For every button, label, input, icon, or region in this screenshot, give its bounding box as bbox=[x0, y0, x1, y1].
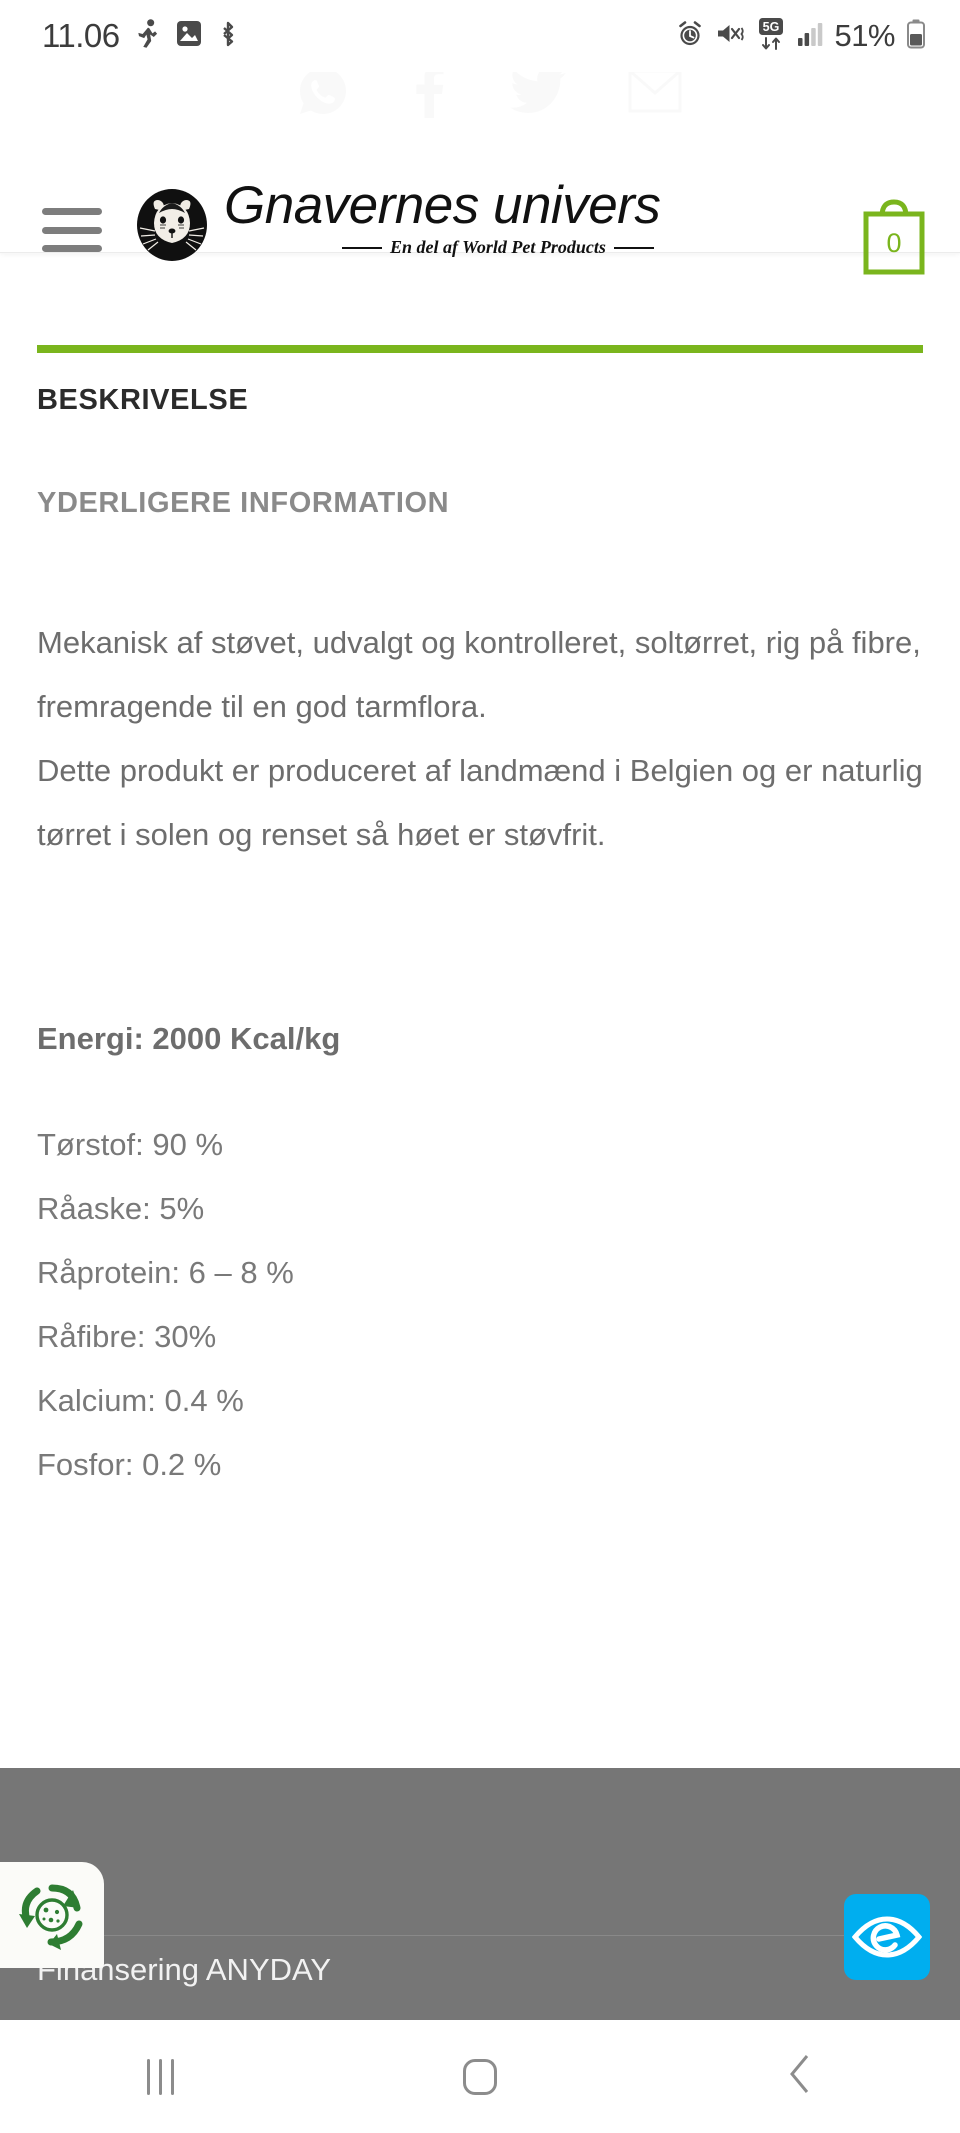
brand-title: Gnavernes univers bbox=[224, 176, 661, 235]
battery-percent-label: 51% bbox=[834, 18, 895, 53]
site-header: Gnavernes univers En del af World Pet Pr… bbox=[0, 65, 960, 275]
nutrition-row-raaske: Råaske: 5% bbox=[37, 1191, 205, 1226]
cart-count-badge: 0 bbox=[886, 227, 902, 258]
tab-accent-bar bbox=[37, 345, 923, 353]
product-description: Mekanisk af støvet, udvalgt og kontrolle… bbox=[37, 611, 923, 867]
svg-text:5G: 5G bbox=[763, 20, 780, 34]
tab-list: BESKRIVELSE YDERLIGERE INFORMATION bbox=[37, 384, 923, 520]
nutrition-row-raaprotein: Råprotein: 6 – 8 % bbox=[37, 1255, 294, 1290]
nutrition-row-kalcium: Kalcium: 0.4 % bbox=[37, 1383, 244, 1418]
hamburger-bar bbox=[42, 208, 102, 215]
recents-bar bbox=[158, 2058, 162, 2095]
twitter-icon[interactable] bbox=[510, 67, 566, 120]
android-navigation-bar bbox=[0, 2020, 960, 2133]
facebook-icon[interactable] bbox=[412, 64, 448, 123]
signal-bars-icon bbox=[797, 21, 823, 52]
recents-icon bbox=[146, 2058, 174, 2095]
rodent-mascot-icon bbox=[133, 187, 211, 265]
nutrition-row-torstof: Tørstof: 90 % bbox=[37, 1127, 224, 1162]
sound-mute-vibrate-icon bbox=[715, 21, 745, 52]
social-icons-row bbox=[296, 64, 682, 123]
bluetooth-audio-icon bbox=[217, 20, 239, 53]
nav-back-button[interactable] bbox=[740, 2020, 860, 2133]
nutrition-row-raafibre: Råfibre: 30% bbox=[37, 1319, 217, 1354]
battery-icon bbox=[906, 19, 926, 54]
subtitle-rule-left bbox=[342, 246, 382, 249]
alarm-clock-icon bbox=[676, 20, 704, 53]
emaerket-trust-badge[interactable] bbox=[844, 1894, 930, 1980]
activity-running-icon bbox=[135, 18, 161, 54]
subtitle-rule-right bbox=[613, 246, 654, 249]
5g-data-icon: 5G bbox=[756, 17, 786, 56]
site-logo[interactable]: Gnavernes univers En del af World Pet Pr… bbox=[133, 176, 661, 265]
emaerket-trust-icon bbox=[852, 1916, 922, 1958]
nutrition-row-fosfor: Fosfor: 0.2 % bbox=[37, 1447, 222, 1482]
tab-yderligere-information[interactable]: YDERLIGERE INFORMATION bbox=[37, 487, 450, 519]
cookie-consent-button[interactable] bbox=[0, 1862, 104, 1968]
brand-text-block: Gnavernes univers En del af World Pet Pr… bbox=[224, 176, 661, 258]
whatsapp-icon[interactable] bbox=[296, 64, 350, 123]
brand-subtitle-row: En del af World Pet Products bbox=[342, 237, 660, 258]
site-footer: and Finansering ANYDAY bbox=[0, 1768, 960, 2020]
hamburger-bar bbox=[42, 245, 102, 252]
nav-home-button[interactable] bbox=[420, 2020, 540, 2133]
status-time: 11.06 bbox=[42, 17, 120, 54]
home-icon bbox=[463, 2058, 497, 2095]
status-bar: 11.06 5G 51% bbox=[0, 0, 960, 72]
nutrition-list: Tørstof: 90 % Råaske: 5% Råprotein: 6 – … bbox=[37, 1113, 923, 1497]
energy-value: Energi: 2000 Kcal/kg bbox=[37, 1021, 341, 1056]
shopping-bag-icon bbox=[863, 199, 925, 275]
footer-divider bbox=[37, 1935, 923, 1936]
description-paragraph-2: Dette produkt er produceret af landmænd … bbox=[37, 753, 923, 852]
status-bar-left: 11.06 bbox=[42, 17, 239, 55]
brand-subtitle: En del af World Pet Products bbox=[390, 237, 606, 257]
back-chevron-icon bbox=[787, 2053, 813, 2100]
hamburger-bar bbox=[42, 226, 102, 234]
email-icon[interactable] bbox=[628, 69, 682, 118]
recents-bar bbox=[170, 2058, 174, 2095]
description-paragraph-1: Mekanisk af støvet, udvalgt og kontrolle… bbox=[37, 625, 921, 724]
recents-bar bbox=[146, 2058, 150, 2095]
cart-button[interactable]: 0 bbox=[858, 194, 930, 278]
nav-recents-button[interactable] bbox=[100, 2020, 220, 2133]
gallery-image-icon bbox=[176, 20, 202, 52]
product-tabs-section: BESKRIVELSE YDERLIGERE INFORMATION Mekan… bbox=[0, 253, 960, 1497]
status-bar-right: 5G 51% bbox=[676, 17, 926, 56]
cookie-consent-icon bbox=[19, 1884, 83, 1950]
hamburger-menu-icon[interactable] bbox=[42, 208, 102, 252]
tab-beskrivelse[interactable]: BESKRIVELSE bbox=[37, 384, 249, 416]
